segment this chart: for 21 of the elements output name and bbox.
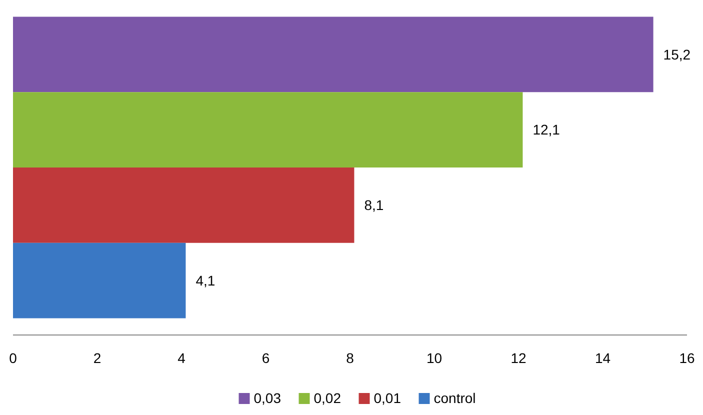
bar — [13, 242, 186, 318]
x-tick-label: 0 — [9, 350, 18, 366]
legend-label: 0,02 — [314, 390, 342, 406]
legend-label: 0,01 — [374, 390, 402, 406]
bar — [13, 92, 523, 168]
data-label: 15,2 — [663, 46, 691, 62]
bar — [13, 168, 354, 243]
bar — [13, 16, 654, 92]
legend-label: control — [434, 390, 476, 406]
data-label: 4,1 — [196, 272, 216, 288]
legend-label: 0,03 — [254, 390, 282, 406]
x-tick-label: 16 — [679, 350, 695, 366]
data-label: 12,1 — [532, 122, 560, 138]
x-tick-label: 10 — [426, 350, 442, 366]
x-tick-label: 8 — [346, 350, 354, 366]
data-label: 8,1 — [364, 197, 384, 214]
x-tick-label: 14 — [594, 350, 611, 366]
x-tick-label: 4 — [178, 350, 186, 366]
x-tick-label: 12 — [510, 350, 526, 366]
x-tick-label: 6 — [262, 350, 270, 366]
x-tick-label: 2 — [93, 350, 102, 366]
